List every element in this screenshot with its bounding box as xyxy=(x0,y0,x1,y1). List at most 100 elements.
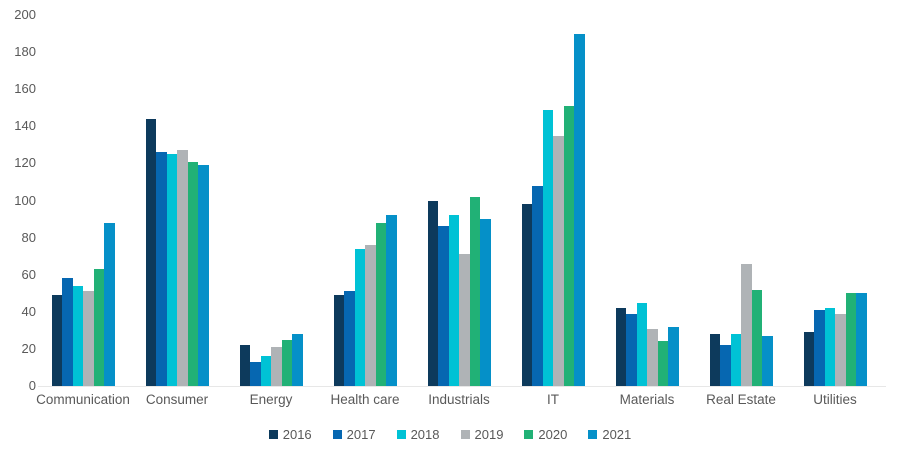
legend-label: 2016 xyxy=(282,427,312,442)
legend-item-2019: 2019 xyxy=(460,427,504,442)
legend-color-swatch-icon xyxy=(268,430,278,439)
bar-2018 xyxy=(448,215,459,386)
bar-group-utilities xyxy=(788,0,882,386)
bar-2019 xyxy=(741,263,752,386)
y-axis: 0 20 40 60 80 100 120 140 160 180 200 xyxy=(0,0,36,455)
legend-label: 2021 xyxy=(602,427,632,442)
bar-2017 xyxy=(626,313,637,386)
bar-2018 xyxy=(730,334,741,386)
bar-group-materials xyxy=(600,0,694,386)
bar-2020 xyxy=(563,105,574,386)
bar-2017 xyxy=(438,226,449,386)
legend-label: 2020 xyxy=(538,427,568,442)
bar-2017 xyxy=(532,185,543,386)
bar-2020 xyxy=(751,289,762,386)
bar-2018 xyxy=(636,302,647,386)
bar-2019 xyxy=(177,150,188,386)
bar-2019 xyxy=(459,254,470,386)
legend-color-swatch-icon xyxy=(460,430,470,439)
legend-item-2016: 2016 xyxy=(268,427,312,442)
category-label: Industrials xyxy=(428,392,490,407)
bar-2019 xyxy=(835,313,846,386)
bar-2021 xyxy=(574,33,585,386)
bar-group-energy xyxy=(224,0,318,386)
category-label: Utilities xyxy=(813,392,857,407)
bar-2019 xyxy=(365,245,376,386)
bar-2020 xyxy=(469,196,480,386)
bar-2020 xyxy=(375,222,386,386)
bar-2016 xyxy=(427,200,438,386)
bar-group-health-care xyxy=(318,0,412,386)
bar-2021 xyxy=(104,222,115,386)
category-label: IT xyxy=(547,392,559,407)
y-tick-label: 200 xyxy=(14,7,36,22)
bar-2020 xyxy=(657,341,668,386)
bar-2021 xyxy=(762,335,773,386)
y-tick-label: 80 xyxy=(21,229,36,245)
category-label: Real Estate xyxy=(706,392,776,407)
y-tick-label: 40 xyxy=(21,303,36,319)
bar-2018 xyxy=(260,356,271,386)
bar-2017 xyxy=(720,345,731,386)
bar-2016 xyxy=(709,334,720,386)
y-tick-label: 140 xyxy=(14,118,36,134)
bar-2017 xyxy=(344,291,355,386)
legend-item-2017: 2017 xyxy=(332,427,376,442)
bar-2017 xyxy=(250,361,261,386)
bar-2019 xyxy=(83,291,94,386)
legend-color-swatch-icon xyxy=(524,430,534,439)
bar-2016 xyxy=(333,295,344,386)
bar-2016 xyxy=(521,204,532,386)
bar-2017 xyxy=(156,152,167,386)
legend-label: 2017 xyxy=(346,427,376,442)
bar-2016 xyxy=(239,345,250,386)
bar-2021 xyxy=(856,293,867,386)
bar-2021 xyxy=(668,326,679,386)
bar-2021 xyxy=(480,219,491,386)
category-label: Communication xyxy=(36,392,130,407)
x-axis-baseline xyxy=(38,386,886,387)
bar-2020 xyxy=(93,269,104,386)
bar-2018 xyxy=(166,154,177,386)
bar-2020 xyxy=(187,161,198,386)
legend-item-2021: 2021 xyxy=(588,427,631,442)
bar-2020 xyxy=(845,293,856,386)
bar-2021 xyxy=(292,334,303,386)
bar-2018 xyxy=(542,109,553,386)
y-tick-label: 180 xyxy=(14,44,36,60)
bar-2016 xyxy=(145,118,156,386)
plot-area xyxy=(36,0,882,386)
bar-2017 xyxy=(814,309,825,386)
legend-item-2018: 2018 xyxy=(396,427,440,442)
y-tick-label: 120 xyxy=(14,155,36,171)
bar-group-consumer xyxy=(130,0,224,386)
legend-color-swatch-icon xyxy=(332,430,342,439)
bar-group-communication xyxy=(36,0,130,386)
legend-label: 2018 xyxy=(410,427,440,442)
bar-2020 xyxy=(281,339,292,386)
bar-2016 xyxy=(615,308,626,386)
bar-2018 xyxy=(824,308,835,386)
bar-group-real-estate xyxy=(694,0,788,386)
bar-2016 xyxy=(803,332,814,386)
bar-2019 xyxy=(553,135,564,386)
category-label: Consumer xyxy=(145,392,209,407)
bar-2018 xyxy=(354,248,365,386)
legend-color-swatch-icon xyxy=(396,430,406,439)
bar-2019 xyxy=(271,347,282,386)
category-label: Health care xyxy=(330,392,400,407)
chart-legend: 2016 2017 2018 2019 2020 2021 xyxy=(0,427,900,442)
bar-2021 xyxy=(386,215,397,386)
legend-label: 2019 xyxy=(474,427,504,442)
legend-color-swatch-icon xyxy=(588,430,598,439)
bar-group-it xyxy=(506,0,600,386)
bar-2017 xyxy=(62,278,73,386)
y-tick-label: 100 xyxy=(14,192,36,208)
bar-2019 xyxy=(647,328,658,386)
y-tick-label: 160 xyxy=(14,81,36,97)
bar-2021 xyxy=(198,165,209,386)
bar-2018 xyxy=(72,285,83,386)
legend-item-2020: 2020 xyxy=(524,427,567,442)
category-label: Energy xyxy=(249,392,293,407)
